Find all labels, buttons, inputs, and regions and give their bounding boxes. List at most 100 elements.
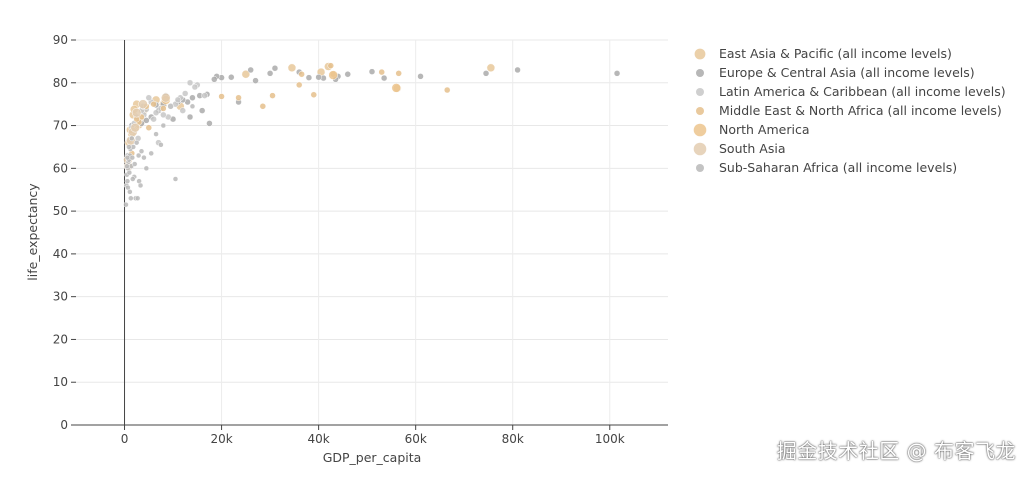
data-point (395, 70, 402, 77)
legend-item[interactable]: East Asia & Pacific (all income levels) (694, 46, 952, 61)
data-point (143, 165, 150, 172)
data-point (133, 139, 140, 146)
data-point (124, 178, 131, 184)
data-point (206, 120, 213, 127)
data-point (315, 73, 322, 81)
data-point (130, 176, 136, 182)
data-point (247, 66, 254, 74)
data-point (198, 107, 206, 114)
y-tick-label: 0 (60, 418, 68, 432)
legend-marker (694, 48, 706, 60)
data-point (266, 70, 274, 77)
data-point (161, 93, 171, 103)
data-point (378, 68, 385, 76)
data-point (131, 161, 138, 167)
legend-marker (696, 107, 704, 115)
legend-item[interactable]: Middle East & North Africa (all income l… (696, 103, 1002, 118)
data-point (160, 122, 167, 129)
legend-item[interactable]: North America (693, 122, 810, 137)
data-point (235, 94, 242, 101)
series-group (123, 103, 196, 208)
data-point (241, 69, 251, 79)
y-axis-title: life_expectancy (25, 183, 40, 281)
data-point (130, 122, 140, 133)
data-point (138, 148, 145, 154)
data-point (137, 182, 144, 189)
axes: 0 10 20 30 40 50 60 70 80 90 0 20k 40k 60k 80k 100k (53, 33, 668, 446)
legend-label: Middle East & North Africa (all income l… (719, 103, 1002, 118)
legend-label: North America (719, 122, 810, 137)
data-point (145, 94, 153, 101)
data-point (201, 92, 208, 99)
y-tick-label: 40 (53, 247, 68, 261)
data-point (148, 150, 154, 157)
data-point (443, 86, 451, 94)
data-point (191, 83, 199, 91)
y-tick-label: 30 (53, 290, 68, 304)
data-point (344, 70, 351, 78)
data-point (179, 107, 187, 114)
data-point (211, 76, 218, 83)
x-tick-label: 100k (595, 432, 625, 446)
legend-label: East Asia & Pacific (all income levels) (719, 46, 952, 61)
y-tick-label: 20 (53, 332, 68, 346)
data-point (181, 90, 189, 97)
data-point (153, 131, 159, 137)
data-point (613, 70, 621, 77)
legend[interactable]: East Asia & Pacific (all income levels) E… (693, 46, 1006, 175)
data-point (252, 77, 259, 84)
data-point (141, 154, 147, 161)
legend-item[interactable]: South Asia (693, 141, 786, 156)
data-point (160, 105, 167, 112)
legend-marker (696, 69, 704, 77)
series-group (128, 62, 451, 157)
data-point (514, 66, 521, 74)
legend-label: Sub-Saharan Africa (all income levels) (719, 160, 957, 175)
data-point (138, 99, 148, 109)
data-point (167, 103, 174, 110)
data-point (135, 152, 142, 159)
y-tick-label: 10 (53, 375, 68, 389)
data-point (482, 70, 490, 77)
data-point (189, 103, 196, 110)
data-point (380, 74, 388, 82)
data-point (152, 109, 160, 116)
watermark: 掘金技术社区 @ 布客飞龙 (776, 439, 1016, 463)
data-point (174, 96, 182, 104)
data-point (259, 103, 267, 110)
legend-marker (696, 164, 704, 172)
legend-label: South Asia (719, 141, 786, 156)
x-tick-label: 60k (405, 432, 427, 446)
data-point (145, 124, 153, 131)
data-point (295, 81, 303, 89)
legend-item[interactable]: Latin America & Caribbean (all income le… (696, 84, 1006, 99)
x-tick-label: 0 (121, 432, 129, 446)
data-point (287, 63, 297, 73)
data-point (129, 135, 135, 142)
y-tick-label: 80 (53, 76, 68, 90)
data-point (228, 73, 235, 81)
data-point (486, 63, 496, 73)
legend-label: Europe & Central Asia (all income levels… (719, 65, 975, 80)
data-point (150, 100, 157, 108)
y-tick-label: 70 (53, 119, 68, 133)
y-tick-label: 60 (53, 161, 68, 175)
data-point (310, 91, 318, 99)
x-axis-title: GDP_per_capita (323, 450, 422, 465)
legend-label: Latin America & Caribbean (all income le… (719, 84, 1006, 99)
x-tick-label: 40k (308, 432, 330, 446)
data-point (129, 154, 136, 161)
data-point (305, 74, 313, 81)
legend-item[interactable]: Europe & Central Asia (all income levels… (696, 65, 975, 80)
data-point (126, 144, 132, 150)
y-tick-label: 50 (53, 204, 68, 218)
data-point (123, 201, 129, 208)
x-tick-label: 80k (502, 432, 524, 446)
data-point (158, 142, 164, 148)
data-point (368, 68, 376, 75)
data-point (126, 169, 133, 176)
data-point (189, 94, 196, 101)
legend-item[interactable]: Sub-Saharan Africa (all income levels) (696, 160, 957, 175)
